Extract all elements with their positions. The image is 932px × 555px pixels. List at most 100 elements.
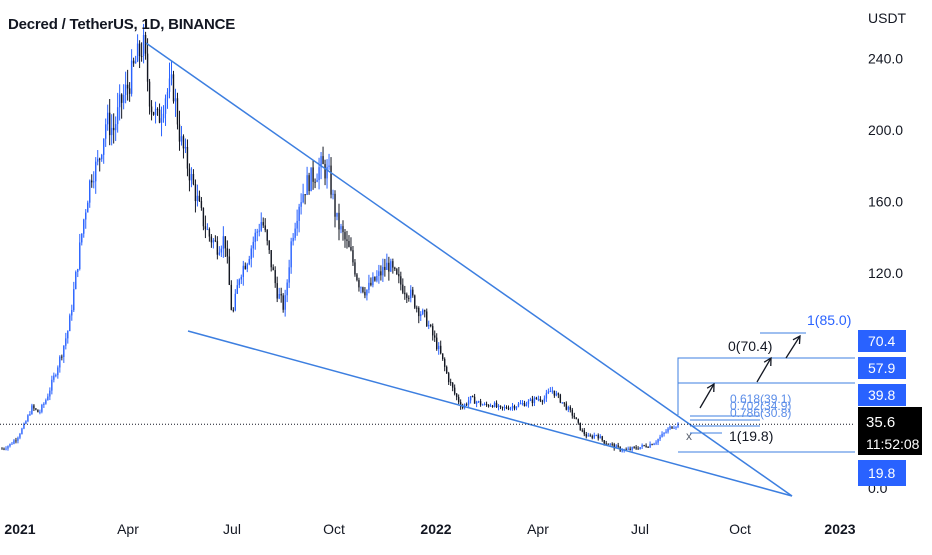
candle-body [605,443,607,445]
candle-body [420,314,422,317]
candle-body [264,225,266,231]
candle-body [547,391,550,394]
candle-body [168,78,171,92]
price-box-39-8 [858,384,906,406]
candle-body [445,366,448,374]
candle-body [260,222,262,231]
arrow-to-39-8-head [706,382,715,393]
candle-body [176,98,179,125]
candle-body [374,276,376,281]
candle-body [663,432,665,434]
candle-body [172,74,175,102]
candle-body [182,136,185,149]
candle-body [521,403,524,405]
candle-body [651,444,653,446]
candle-body [196,195,199,202]
candle-body [561,402,564,404]
candle-body [164,98,167,114]
candle-body [252,241,254,249]
candle-body [591,436,593,438]
price-box-39-8-text: 39.8 [868,387,895,403]
candle-body [134,61,137,64]
candle-body [457,397,460,403]
candle-body [268,240,270,251]
candle-body [236,285,239,294]
candle-body [316,180,318,182]
candle-body [675,426,677,428]
candle-body [166,91,169,99]
candle-body [3,448,5,450]
candle-body [601,436,603,441]
candle-body [539,398,542,401]
candle-body [218,252,221,255]
y-tick-label: 160.0 [868,194,903,210]
candle-body [563,402,566,404]
candle-body [95,161,97,182]
candle-body [286,282,288,296]
candle-body [541,400,544,402]
candle-body [525,404,528,407]
candle-body [302,194,304,203]
candle-body [328,165,330,167]
candle-body [198,195,201,201]
candle-body [603,440,605,444]
candle-body [224,236,227,249]
candle-body [112,127,115,131]
candle-body [200,200,203,208]
candle-body [186,146,189,169]
candle-body [633,447,635,449]
candle-body [278,294,280,299]
candle-body [35,408,37,410]
candle-body [23,423,25,429]
candle-body [565,403,568,410]
candle-body [318,167,320,181]
candle-body [1,448,3,450]
candle-body [441,353,444,360]
candle-body [360,287,362,289]
candle-body [346,239,348,242]
candle-body [370,282,372,286]
candle-body [136,43,139,62]
candle-body [9,443,11,447]
current-price-text: 35.6 [866,414,895,431]
candle-body [7,446,9,449]
candle-body [140,56,143,58]
candle-body [258,230,260,232]
candle-body [631,447,633,450]
candle-body [653,443,655,445]
candle-body [152,112,155,115]
candle-body [364,291,366,296]
candle-body [326,166,328,179]
candle-body [459,402,462,407]
candle-body [83,219,85,234]
candle-body [485,403,488,405]
candle-body [428,325,430,327]
candle-body [342,226,344,233]
price-box-70-4 [858,330,906,352]
candle-body [75,271,77,290]
candle-body [426,311,428,327]
candle-body [595,434,597,436]
price-box-70-4-text: 70.4 [868,333,895,349]
candle-body [226,248,229,257]
candle-body [392,261,394,268]
candle-body [655,442,657,444]
candle-body [122,94,125,103]
fib-label-85: 1(85.0) [807,312,851,328]
candle-body [208,229,211,237]
candle-body [102,138,105,155]
candle-body [5,448,7,450]
candle-body [31,405,33,415]
candle-body [332,193,334,195]
candle-body [21,428,23,435]
candle-body [362,287,364,292]
candle-body [609,443,611,445]
candle-body [643,445,645,447]
candle-body [39,411,41,413]
candle-body [469,396,472,401]
candle-body [89,180,91,203]
candle-body [110,127,113,136]
candle-body [246,264,248,269]
candle-body [61,356,63,358]
